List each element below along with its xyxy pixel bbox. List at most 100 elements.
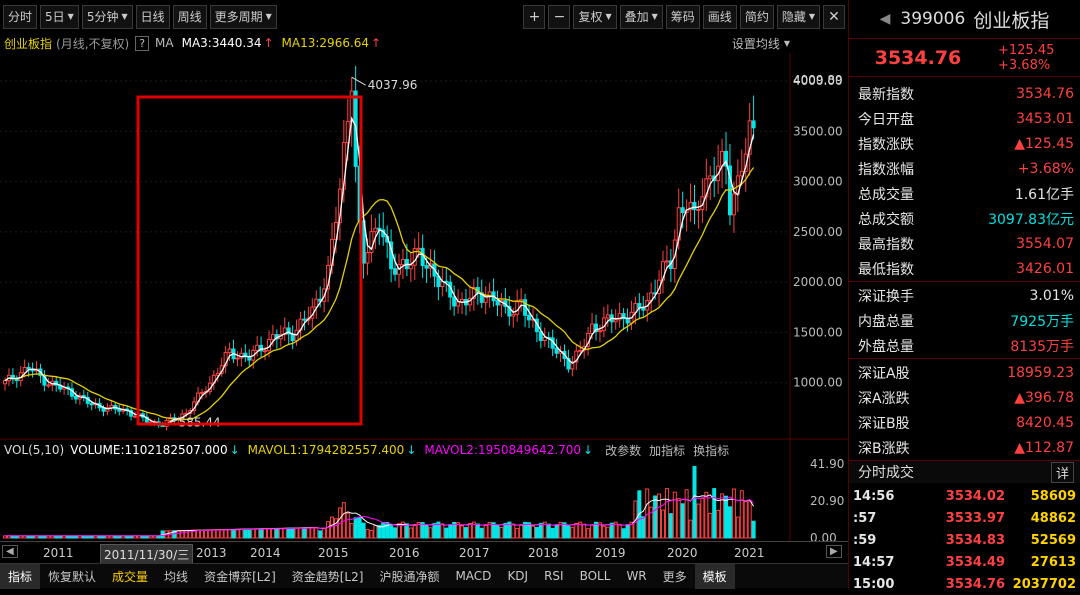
vol-add-indicator-button[interactable]: 加指标 [649,443,686,458]
price-change: +125.45 [998,42,1055,58]
indicator-tab-4[interactable]: 资金博弈[L2] [204,569,276,584]
indicator-tab-9[interactable]: RSI [544,569,564,583]
price-tick-label: 2000.00 [793,275,843,289]
period-button-5[interactable]: 更多周期 ▼ [209,4,277,29]
indicator-tab-6[interactable]: 沪股通净额 [379,569,440,584]
volume-bar [278,527,283,539]
period-button-label: 更多周期 [214,10,263,24]
quote-row: 深证B股 8420.45 [849,410,1080,435]
candle-body [416,247,421,250]
volume-bar [385,522,390,539]
tool-button-1[interactable]: 叠加 ▼ [619,4,663,29]
zoom-in-button[interactable]: + [523,4,546,29]
tool-button-3[interactable]: 画线 [702,4,737,29]
current-price: 3534.76 [874,46,962,69]
quote-value: +3.68% [1017,160,1074,177]
volume-bar [404,523,409,539]
zoom-out-button[interactable]: − [548,4,571,29]
volume-bar [538,522,543,539]
indicator-tab-1[interactable]: 恢复默认 [48,569,97,584]
indicator-tab-11[interactable]: WR [626,569,647,583]
indicator-tab-8[interactable]: KDJ [507,569,529,583]
vol-change-params-button[interactable]: 改参数 [605,443,642,458]
price-tick-label: 3500.00 [793,124,843,138]
period-button-1[interactable]: 5日 ▼ [40,4,79,29]
quote-value: 3554.07 [1016,235,1074,252]
volume-bar [680,503,685,539]
ma-label: MA [155,36,174,50]
quote-value: ▲112.87 [1014,439,1074,456]
tool-button-label: 隐藏 [781,10,806,24]
quote-label: 深证A股 [858,365,910,382]
volume-bar [743,500,748,539]
price-summary: 3534.76 +125.45 +3.68% [849,38,1080,76]
tool-button-0[interactable]: 复权 ▼ [573,4,617,29]
candle-body [590,323,595,334]
volume-bar [239,528,244,539]
period-button-4[interactable]: 周线 [172,4,207,29]
scroll-left-icon[interactable]: ◀ [2,545,18,558]
period-button-label: 周线 [177,10,202,24]
volume-bar [657,493,662,539]
vol-switch-indicator-button[interactable]: 换指标 [693,443,730,458]
indicator-tab-12[interactable]: 更多 [662,569,687,584]
ticks-detail-button[interactable]: 详 [1050,461,1074,483]
quote-label: 最高指数 [858,236,914,253]
volume-bar [684,489,689,539]
indicator-tab-3[interactable]: 均线 [164,569,189,584]
indicator-tab-10[interactable]: BOLL [579,569,611,583]
sidebar-scroll-left-icon[interactable]: ◀ [879,11,891,27]
ma-settings-dropdown-icon[interactable]: ▼ [783,38,790,48]
volume-bar [211,529,216,539]
candle-body [570,361,575,370]
volume-bar [361,522,366,539]
tool-button-4[interactable]: 简约 [739,4,774,29]
volume-bar [574,522,579,539]
quote-value: 8135万手 [1010,338,1074,355]
volume-bar [479,527,484,539]
volume-bar [523,521,528,539]
scroll-right-icon[interactable]: ▶ [826,545,842,558]
candle-body [724,150,729,167]
candle-body [26,366,31,370]
quote-label: 总成交额 [858,211,914,228]
indicator-tab-2[interactable]: 成交量 [112,569,149,584]
candle-body [680,207,685,214]
price-chart[interactable]: 1000.00 1500.00 2000.00 2500.00 3000.00 3500.… [0,53,848,440]
quote-row: 最高指数 3554.07 [849,231,1080,256]
indicator-tab-0[interactable]: 指标 [0,563,41,589]
volume-bar [428,527,433,539]
volume-bar [578,521,583,539]
close-icon[interactable]: ✕ [823,4,845,29]
volume-chart[interactable]: 0.00 20.90 41.90 [0,440,848,541]
volume-bar [609,522,614,539]
candle-body [243,352,248,358]
tick-volume: 2037702 [1012,576,1076,592]
help-icon[interactable]: ? [135,35,150,51]
volume-bar [530,525,535,539]
indicator-tab-13[interactable]: 模板 [694,563,735,589]
volume-bar [731,488,736,539]
volume-bar [345,512,350,539]
quote-value: 3534.76 [1016,85,1074,102]
volume-bar [349,523,354,539]
volume-bar [270,527,275,539]
mavol2-line [5,496,754,537]
volume-bar [735,516,740,539]
period-button-3[interactable]: 日线 [135,4,170,29]
indicator-tab-5[interactable]: 资金趋势[L2] [291,569,364,584]
tool-button-5[interactable]: 隐藏 ▼ [776,4,820,29]
volume-bar [452,521,457,539]
volume-bar [515,527,520,539]
tick-row: 15:00 3534.76 2037702 [849,573,1080,595]
candle-body [373,227,378,233]
period-button-2[interactable]: 5分钟 ▼ [81,4,133,29]
volume-bar [747,500,752,539]
volume-bar [381,522,386,539]
indicator-tab-7[interactable]: MACD [455,569,492,583]
chart-index-name: 创业板指 [4,36,53,51]
ma-settings-button[interactable]: 设置均线 [731,36,780,51]
period-button-0[interactable]: 分时 [3,4,38,29]
tool-button-2[interactable]: 筹码 [665,4,700,29]
quote-row: 外盘总量 8135万手 [849,333,1080,358]
